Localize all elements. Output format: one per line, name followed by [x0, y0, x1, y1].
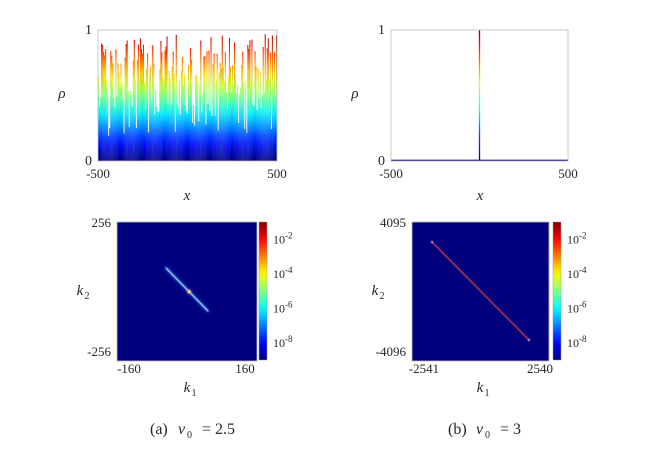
svg-text:160: 160 [235, 361, 255, 376]
svg-text:ρ: ρ [350, 86, 358, 102]
svg-text:1: 1 [378, 23, 385, 38]
svg-text:-2541: -2541 [409, 361, 439, 376]
svg-text:-256: -256 [87, 344, 111, 359]
svg-text:500: 500 [267, 166, 287, 181]
svg-text:0: 0 [485, 430, 490, 441]
svg-text:2: 2 [380, 291, 385, 302]
svg-text:-2: -2 [285, 230, 293, 240]
svg-text:10: 10 [273, 336, 285, 350]
svg-text:10: 10 [273, 267, 285, 281]
svg-text:-4: -4 [579, 265, 587, 275]
svg-text:= 2.5: = 2.5 [202, 421, 235, 438]
svg-text:k: k [372, 283, 379, 299]
svg-text:-8: -8 [285, 334, 293, 344]
svg-text:10: 10 [567, 301, 579, 315]
svg-text:x: x [183, 188, 191, 204]
svg-text:4095: 4095 [380, 215, 406, 230]
svg-text:k: k [477, 380, 484, 396]
svg-text:10: 10 [273, 301, 285, 315]
svg-text:-6: -6 [285, 299, 293, 309]
svg-text:(a): (a) [150, 421, 168, 438]
svg-text:0: 0 [187, 430, 192, 441]
svg-text:-4: -4 [285, 265, 293, 275]
svg-text:10: 10 [273, 232, 285, 246]
svg-text:1: 1 [485, 388, 490, 399]
svg-text:-4096: -4096 [376, 344, 407, 359]
svg-text:x: x [476, 188, 484, 204]
svg-text:-500: -500 [86, 166, 110, 181]
svg-text:(b): (b) [448, 421, 467, 438]
svg-text:1: 1 [85, 23, 92, 38]
svg-text:10: 10 [567, 232, 579, 246]
svg-text:v: v [476, 421, 484, 438]
svg-text:v: v [178, 421, 186, 438]
svg-text:= 3: = 3 [500, 421, 521, 438]
svg-text:ρ: ρ [57, 86, 65, 102]
svg-text:1: 1 [192, 388, 197, 399]
svg-text:-2: -2 [579, 230, 587, 240]
svg-text:10: 10 [567, 267, 579, 281]
svg-text:k: k [184, 380, 191, 396]
svg-text:2: 2 [85, 291, 90, 302]
svg-text:-160: -160 [117, 361, 141, 376]
svg-text:-500: -500 [379, 166, 403, 181]
svg-text:500: 500 [558, 166, 578, 181]
svg-text:10: 10 [567, 336, 579, 350]
svg-text:2540: 2540 [527, 361, 553, 376]
svg-text:k: k [77, 283, 84, 299]
svg-text:256: 256 [92, 215, 112, 230]
svg-text:-8: -8 [579, 334, 587, 344]
svg-text:-6: -6 [579, 299, 587, 309]
